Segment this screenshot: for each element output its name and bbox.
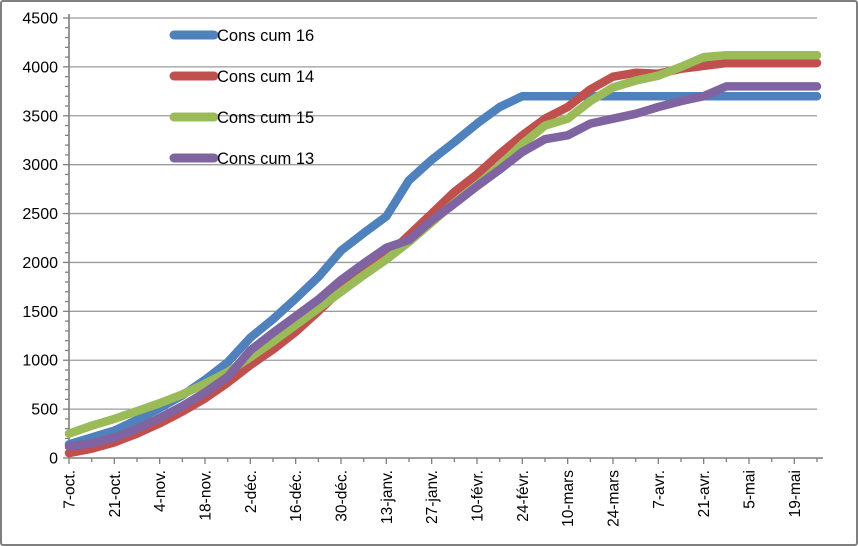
x-axis-tick-label: 21-avr. bbox=[696, 470, 713, 517]
x-axis-tick-label: 5-mai bbox=[742, 470, 759, 509]
y-axis-tick-label: 1000 bbox=[22, 353, 58, 370]
y-axis-tick-label: 3000 bbox=[22, 157, 58, 174]
legend-label: Cons cum 16 bbox=[217, 27, 314, 45]
x-axis-tick-label: 18-nov. bbox=[198, 470, 215, 521]
y-axis-tick-label: 3500 bbox=[22, 108, 58, 125]
y-axis-tick-label: 4000 bbox=[22, 59, 58, 76]
y-axis-tick-label: 2500 bbox=[22, 206, 58, 223]
x-axis-tick-label: 30-déc. bbox=[334, 470, 351, 522]
series-line bbox=[64, 50, 822, 438]
y-axis-tick-label: 1500 bbox=[22, 304, 58, 321]
series-line bbox=[64, 58, 822, 458]
y-axis-tick-label: 4500 bbox=[22, 11, 58, 28]
x-axis-tick-label: 7-avr. bbox=[651, 470, 668, 509]
x-axis-tick-label: 2-déc. bbox=[243, 470, 260, 513]
x-axis-tick-label: 27-janv. bbox=[424, 470, 441, 524]
y-axis-tick-label: 2000 bbox=[22, 255, 58, 272]
x-axis-tick-label: 10-févr. bbox=[470, 470, 487, 522]
y-axis-tick-label: 500 bbox=[31, 402, 58, 419]
legend-label: Cons cum 15 bbox=[217, 109, 314, 127]
x-axis-tick-label: 24-mars bbox=[606, 470, 623, 527]
legend-label: Cons cum 14 bbox=[217, 68, 314, 86]
x-axis-tick-label: 10-mars bbox=[560, 470, 577, 527]
x-axis-tick-label: 4-nov. bbox=[152, 470, 169, 512]
x-axis-tick-label: 13-janv. bbox=[379, 470, 396, 524]
series-line bbox=[64, 82, 822, 451]
legend-label: Cons cum 13 bbox=[217, 150, 314, 168]
x-axis-tick-label: 19-mai bbox=[787, 470, 804, 517]
x-axis-tick-label: 7-oct. bbox=[62, 470, 79, 509]
x-axis-tick-label: 16-déc. bbox=[288, 470, 305, 522]
x-axis-tick-label: 21-oct. bbox=[107, 470, 124, 517]
y-axis-tick-label: 0 bbox=[49, 451, 58, 468]
x-axis-tick-label: 24-févr. bbox=[515, 470, 532, 522]
